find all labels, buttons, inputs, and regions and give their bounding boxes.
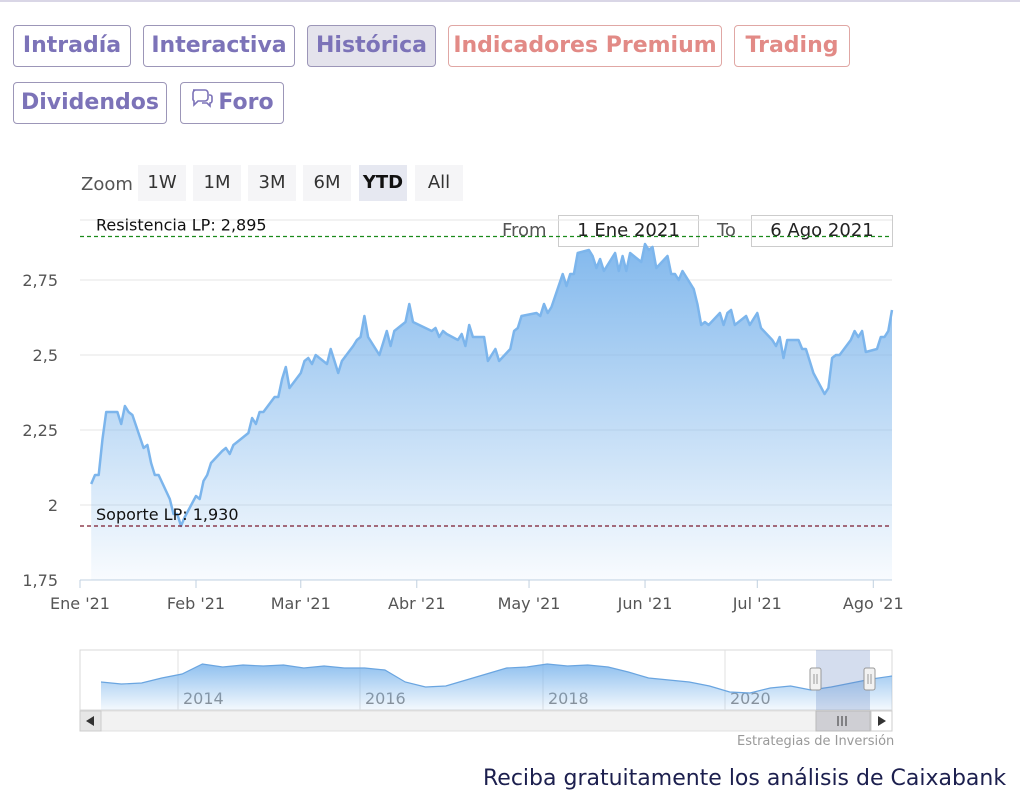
support-label: Soporte LP: 1,930 xyxy=(96,505,239,524)
arrow-left-icon xyxy=(86,716,94,726)
zoom-1w-button[interactable]: 1W xyxy=(138,165,186,201)
range-from-label: From xyxy=(502,220,547,241)
price-line xyxy=(90,242,894,528)
x-tick-label: Jun '21 xyxy=(617,594,673,613)
zoom-ytd-button[interactable]: YTD xyxy=(359,165,407,201)
scroll-right-button xyxy=(870,710,893,732)
y-tick-label: 2,25 xyxy=(22,421,58,440)
zoom-label: Zoom xyxy=(81,174,133,195)
tab-label: Histórica xyxy=(316,33,427,58)
scroll-left-button xyxy=(79,710,102,732)
tab-historica[interactable]: Histórica xyxy=(307,25,436,67)
range-to-input[interactable]: 6 Ago 2021 xyxy=(751,215,893,247)
x-tick-label: Ago '21 xyxy=(843,594,904,613)
navigator-selection xyxy=(816,650,870,710)
tab-indicadores-premium[interactable]: Indicadores Premium xyxy=(448,25,722,67)
tab-label: Intradía xyxy=(22,33,122,58)
price-area xyxy=(91,244,892,580)
x-tick-label: Abr '21 xyxy=(388,594,446,613)
arrow-right-icon xyxy=(878,716,886,726)
chat-bubbles-icon xyxy=(190,83,214,123)
y-tick-label: 2,5 xyxy=(33,346,58,365)
zoom-3m-button[interactable]: 3M xyxy=(248,165,296,201)
navigator-panel xyxy=(79,649,893,711)
tab-trading[interactable]: Trading xyxy=(734,25,850,67)
tab-label: Interactiva xyxy=(151,33,287,58)
navigator-year-label: 2016 xyxy=(365,689,406,708)
tab-label: Indicadores Premium xyxy=(453,33,717,58)
navigator-handle xyxy=(809,667,822,691)
tab-label: Foro xyxy=(218,90,274,115)
y-tick-label: 1,75 xyxy=(22,571,58,590)
zoom-all-button[interactable]: All xyxy=(415,165,463,201)
promo-link[interactable]: Reciba gratuitamente los análisis de Cai… xyxy=(483,766,1007,791)
tab-label: Trading xyxy=(745,33,839,58)
navigator-year-label: 2014 xyxy=(183,689,224,708)
navigator-year-label: 2018 xyxy=(548,689,589,708)
y-tick-label: 2 xyxy=(48,496,58,515)
x-tick-label: Ene '21 xyxy=(50,594,110,613)
range-from-input[interactable]: 1 Ene 2021 xyxy=(558,215,699,247)
tab-intradia[interactable]: Intradía xyxy=(13,25,131,67)
navigator-handle xyxy=(863,667,876,691)
tab-label: Dividendos xyxy=(21,90,159,115)
chart-credit[interactable]: Estrategias de Inversión xyxy=(737,734,895,749)
y-tick-label: 2,75 xyxy=(22,271,58,290)
zoom-6m-button[interactable]: 6M xyxy=(303,165,351,201)
tab-foro[interactable]: Foro xyxy=(180,82,284,124)
resistance-label: Resistencia LP: 2,895 xyxy=(96,216,267,235)
range-to-label: To xyxy=(717,220,736,241)
top-divider xyxy=(0,0,1020,2)
navigator-line xyxy=(100,663,893,694)
x-tick-label: Feb '21 xyxy=(167,594,225,613)
x-tick-label: May '21 xyxy=(498,594,561,613)
scrollbar-track xyxy=(79,710,893,732)
zoom-1m-button[interactable]: 1M xyxy=(193,165,241,201)
x-tick-label: Jul '21 xyxy=(732,594,782,613)
tab-interactiva[interactable]: Interactiva xyxy=(143,25,295,67)
x-tick-label: Mar '21 xyxy=(271,594,331,613)
tab-dividendos[interactable]: Dividendos xyxy=(13,82,167,124)
navigator-year-label: 2020 xyxy=(730,689,771,708)
navigator-area xyxy=(101,664,892,710)
scrollbar-thumb xyxy=(815,710,871,732)
